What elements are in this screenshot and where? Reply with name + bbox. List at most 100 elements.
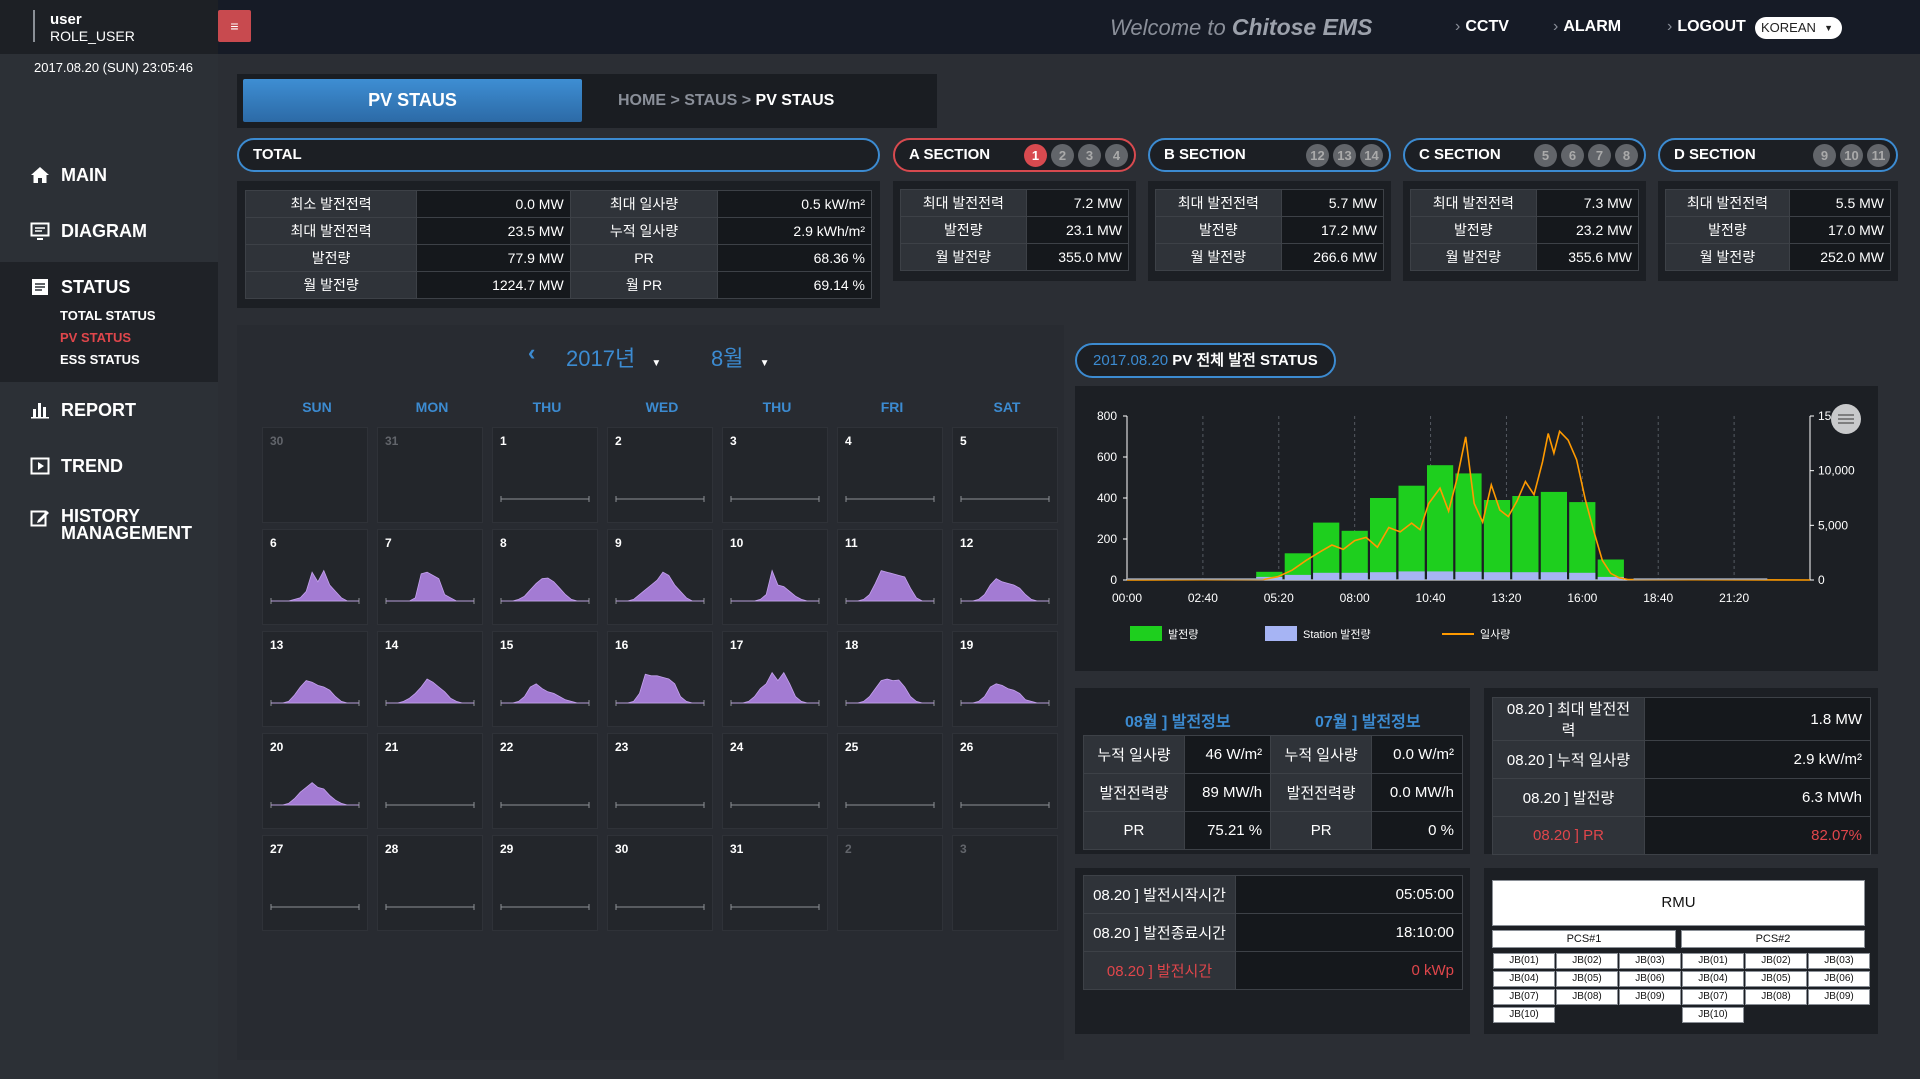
language-select[interactable]: KOREAN ▼ bbox=[1755, 17, 1842, 39]
nav-history[interactable]: HISTORY MANAGEMENT bbox=[0, 507, 218, 556]
nav-diagram[interactable]: DIAGRAM bbox=[0, 211, 218, 251]
junction-box[interactable]: JB(07) bbox=[1493, 989, 1555, 1005]
junction-box[interactable]: JB(06) bbox=[1808, 971, 1870, 987]
inverter-dot[interactable]: 13 bbox=[1333, 144, 1356, 167]
calendar-day-number: 6 bbox=[270, 536, 277, 550]
calendar-day[interactable]: 4 bbox=[837, 427, 943, 523]
calendar-day[interactable]: 16 bbox=[607, 631, 713, 727]
calendar-day[interactable]: 8 bbox=[492, 529, 598, 625]
junction-box[interactable]: JB(03) bbox=[1619, 953, 1681, 969]
calendar-day[interactable]: 19 bbox=[952, 631, 1058, 727]
menu-toggle-button[interactable]: ≡ bbox=[218, 10, 251, 42]
calendar-day[interactable]: 14 bbox=[377, 631, 483, 727]
inverter-dot[interactable]: 11 bbox=[1867, 144, 1890, 167]
junction-box[interactable]: JB(02) bbox=[1745, 953, 1807, 969]
inverter-dot[interactable]: 3 bbox=[1078, 144, 1101, 167]
calendar-day[interactable]: 9 bbox=[607, 529, 713, 625]
logout-link[interactable]: › LOGOUT bbox=[1667, 18, 1746, 36]
junction-box[interactable]: JB(05) bbox=[1745, 971, 1807, 987]
calendar-day[interactable]: 2 bbox=[837, 835, 943, 931]
inverter-dot[interactable]: 14 bbox=[1360, 144, 1383, 167]
calendar-day[interactable]: 15 bbox=[492, 631, 598, 727]
cctv-label: CCTV bbox=[1465, 18, 1509, 35]
calendar-day[interactable]: 10 bbox=[722, 529, 828, 625]
calendar-day[interactable]: 29 bbox=[492, 835, 598, 931]
junction-box[interactable]: JB(05) bbox=[1556, 971, 1618, 987]
calendar-day[interactable]: 31 bbox=[722, 835, 828, 931]
calendar-day[interactable]: 30 bbox=[607, 835, 713, 931]
junction-box[interactable]: JB(01) bbox=[1493, 953, 1555, 969]
calendar-day[interactable]: 7 bbox=[377, 529, 483, 625]
calendar-day[interactable]: 24 bbox=[722, 733, 828, 829]
junction-box[interactable]: JB(10) bbox=[1682, 1007, 1744, 1023]
junction-box[interactable]: JB(08) bbox=[1556, 989, 1618, 1005]
junction-box[interactable]: JB(01) bbox=[1682, 953, 1744, 969]
junction-box[interactable]: JB(04) bbox=[1493, 971, 1555, 987]
calendar-day[interactable]: 18 bbox=[837, 631, 943, 727]
calendar-day[interactable]: 3 bbox=[952, 835, 1058, 931]
page-title-tab[interactable]: PV STAUS bbox=[243, 79, 582, 122]
calendar-day[interactable]: 27 bbox=[262, 835, 368, 931]
junction-box[interactable]: JB(02) bbox=[1556, 953, 1618, 969]
calendar-day[interactable]: 20 bbox=[262, 733, 368, 829]
junction-box[interactable]: JB(03) bbox=[1808, 953, 1870, 969]
junction-box[interactable]: JB(08) bbox=[1745, 989, 1807, 1005]
junction-box[interactable]: JB(09) bbox=[1619, 989, 1681, 1005]
prev-month-button[interactable]: ‹ bbox=[528, 340, 535, 366]
top-bar bbox=[218, 0, 1920, 54]
language-value: KOREAN bbox=[1761, 20, 1816, 35]
calendar-day[interactable]: 28 bbox=[377, 835, 483, 931]
nav-pv-status[interactable]: PV STATUS bbox=[60, 330, 132, 345]
calendar-day[interactable]: 12 bbox=[952, 529, 1058, 625]
section-b-header[interactable]: B SECTION 12 13 14 bbox=[1148, 138, 1391, 172]
junction-box[interactable]: JB(06) bbox=[1619, 971, 1681, 987]
calendar-day[interactable]: 26 bbox=[952, 733, 1058, 829]
year-select[interactable]: 2017년 ▼ bbox=[566, 341, 661, 373]
calendar-day[interactable]: 23 bbox=[607, 733, 713, 829]
month-select[interactable]: 8월 ▼ bbox=[711, 341, 770, 373]
inverter-dot[interactable]: 7 bbox=[1588, 144, 1611, 167]
calendar-day[interactable]: 3 bbox=[722, 427, 828, 523]
inverter-dot[interactable]: 2 bbox=[1051, 144, 1074, 167]
calendar-day[interactable]: 31 bbox=[377, 427, 483, 523]
junction-box[interactable]: JB(07) bbox=[1682, 989, 1744, 1005]
calendar-day[interactable]: 11 bbox=[837, 529, 943, 625]
calendar-day[interactable]: 1 bbox=[492, 427, 598, 523]
calendar-day[interactable]: 17 bbox=[722, 631, 828, 727]
calendar-day[interactable]: 6 bbox=[262, 529, 368, 625]
calendar-day[interactable]: 2 bbox=[607, 427, 713, 523]
calendar-day[interactable]: 13 bbox=[262, 631, 368, 727]
junction-box[interactable]: JB(04) bbox=[1682, 971, 1744, 987]
day-generation-sparkline bbox=[615, 496, 705, 502]
section-d-header[interactable]: D SECTION 9 10 11 bbox=[1658, 138, 1898, 172]
inverter-dot[interactable]: 1 bbox=[1024, 144, 1047, 167]
inverter-dot[interactable]: 5 bbox=[1534, 144, 1557, 167]
junction-box[interactable]: JB(10) bbox=[1493, 1007, 1555, 1023]
section-c-header[interactable]: C SECTION 5 6 7 8 bbox=[1403, 138, 1646, 172]
inverter-dot[interactable]: 12 bbox=[1306, 144, 1329, 167]
junction-box[interactable]: JB(09) bbox=[1808, 989, 1870, 1005]
calendar-day-number: 15 bbox=[500, 638, 514, 652]
calendar-day[interactable]: 25 bbox=[837, 733, 943, 829]
inverter-dot[interactable]: 4 bbox=[1105, 144, 1128, 167]
cctv-link[interactable]: › CCTV bbox=[1455, 18, 1509, 36]
time-info-value: 05:05:00 bbox=[1235, 875, 1463, 914]
calendar-day[interactable]: 22 bbox=[492, 733, 598, 829]
nav-main[interactable]: MAIN bbox=[0, 155, 218, 195]
inverter-dot[interactable]: 9 bbox=[1813, 144, 1836, 167]
nav-trend[interactable]: TREND bbox=[0, 446, 218, 486]
nav-total-status[interactable]: TOTAL STATUS bbox=[60, 308, 156, 323]
inverter-dot[interactable]: 6 bbox=[1561, 144, 1584, 167]
nav-status[interactable]: STATUS bbox=[0, 267, 218, 307]
calendar-day[interactable]: 5 bbox=[952, 427, 1058, 523]
alarm-link[interactable]: › ALARM bbox=[1553, 18, 1621, 36]
inverter-dot[interactable]: 10 bbox=[1840, 144, 1863, 167]
inverter-dot[interactable]: 8 bbox=[1615, 144, 1638, 167]
section-a-header[interactable]: A SECTION 1 2 3 4 bbox=[893, 138, 1136, 172]
nav-ess-status[interactable]: ESS STATUS bbox=[60, 352, 140, 367]
chart-menu-button[interactable] bbox=[1831, 404, 1861, 434]
time-info-row: 08.20 ] 발전시작시간 05:05:00 bbox=[1083, 875, 1463, 914]
nav-report[interactable]: REPORT bbox=[0, 390, 218, 430]
calendar-day[interactable]: 21 bbox=[377, 733, 483, 829]
calendar-day[interactable]: 30 bbox=[262, 427, 368, 523]
